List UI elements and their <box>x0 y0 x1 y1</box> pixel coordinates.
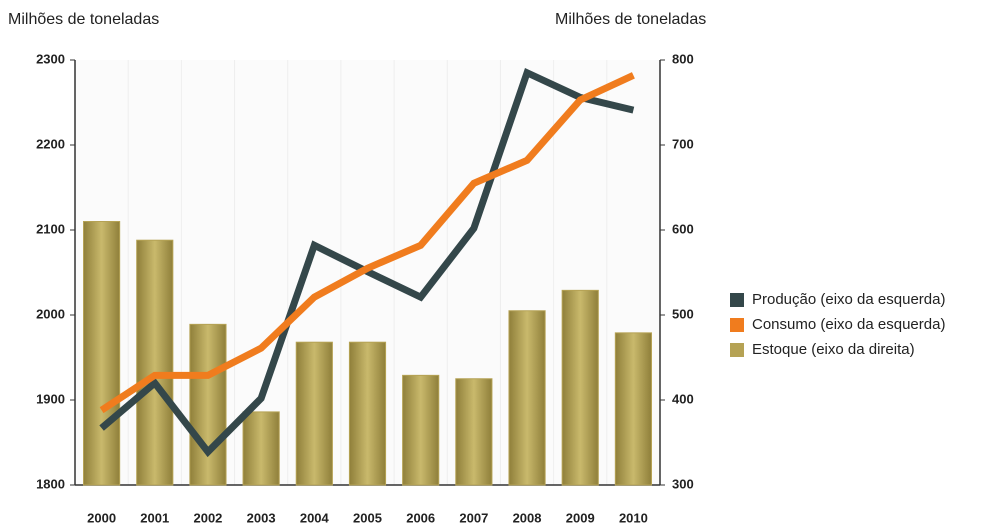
bar <box>455 378 493 486</box>
y-tick-label: 2000 <box>36 306 65 321</box>
y-tick-label: 2200 <box>36 136 65 151</box>
legend-label: Estoque (eixo da direita) <box>752 341 915 358</box>
y-tick-label: 1900 <box>36 391 65 406</box>
bar <box>508 310 546 486</box>
x-tick-label: 2007 <box>459 510 488 525</box>
x-tick-label: 2003 <box>247 510 276 525</box>
legend-swatch <box>730 318 744 332</box>
bar <box>136 239 174 486</box>
x-tick-label: 2005 <box>353 510 382 525</box>
bar <box>614 332 652 486</box>
legend-label: Consumo (eixo da esquerda) <box>752 316 945 333</box>
line <box>99 72 635 414</box>
y-tick-label: 1800 <box>36 476 65 491</box>
y2-tick-label: 700 <box>672 136 694 151</box>
bar <box>242 411 280 486</box>
legend-swatch <box>730 343 744 357</box>
y-axis-title: Milhões de toneladas <box>8 11 159 28</box>
x-tick-label: 2000 <box>87 510 116 525</box>
bar <box>348 341 387 486</box>
x-tick-label: 2002 <box>193 510 222 525</box>
y-tick-label: 2100 <box>36 221 65 236</box>
bar <box>83 221 121 486</box>
y2-tick-label: 600 <box>672 221 694 236</box>
bar <box>561 289 599 486</box>
y2-axis-title: Milhões de toneladas <box>555 11 706 28</box>
y2-tick-label: 400 <box>672 391 694 406</box>
x-tick-label: 2008 <box>513 510 542 525</box>
y2-tick-label: 500 <box>672 306 694 321</box>
y-tick-label: 2300 <box>36 51 65 66</box>
bar <box>189 323 227 486</box>
legend-swatch <box>730 293 744 307</box>
bar <box>402 374 440 486</box>
legend-label: Produção (eixo da esquerda) <box>752 291 945 308</box>
y2-tick-label: 300 <box>672 476 694 491</box>
x-tick-label: 2004 <box>300 510 330 525</box>
y2-tick-label: 800 <box>672 51 694 66</box>
x-tick-label: 2001 <box>140 510 169 525</box>
bar <box>295 341 333 486</box>
x-tick-label: 2010 <box>619 510 648 525</box>
x-tick-label: 2006 <box>406 510 435 525</box>
x-tick-label: 2009 <box>566 510 595 525</box>
